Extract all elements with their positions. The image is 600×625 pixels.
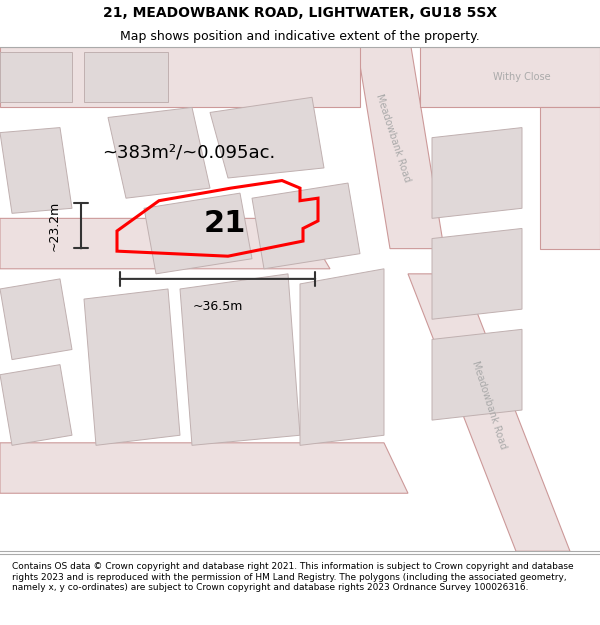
Polygon shape [432, 127, 522, 218]
Text: Meadowbank Road: Meadowbank Road [470, 359, 508, 451]
Polygon shape [0, 47, 360, 108]
Polygon shape [108, 107, 210, 198]
Polygon shape [408, 274, 570, 551]
Polygon shape [84, 289, 180, 446]
Polygon shape [210, 98, 324, 178]
Text: ~23.2m: ~23.2m [47, 201, 61, 251]
Text: ~36.5m: ~36.5m [193, 300, 242, 313]
Text: Meadowbank Road: Meadowbank Road [374, 92, 412, 183]
Text: ~383m²/~0.095ac.: ~383m²/~0.095ac. [103, 144, 275, 162]
Polygon shape [420, 47, 600, 108]
Text: 21: 21 [204, 209, 246, 238]
Polygon shape [0, 279, 72, 359]
Polygon shape [432, 329, 522, 420]
Text: Contains OS data © Crown copyright and database right 2021. This information is : Contains OS data © Crown copyright and d… [12, 562, 574, 592]
Polygon shape [0, 364, 72, 446]
Polygon shape [432, 229, 522, 319]
Polygon shape [0, 442, 408, 493]
Polygon shape [252, 183, 360, 269]
Text: Map shows position and indicative extent of the property.: Map shows position and indicative extent… [120, 30, 480, 43]
Text: Withy Close: Withy Close [493, 72, 551, 82]
Polygon shape [84, 52, 168, 102]
Text: 21, MEADOWBANK ROAD, LIGHTWATER, GU18 5SX: 21, MEADOWBANK ROAD, LIGHTWATER, GU18 5S… [103, 6, 497, 20]
Polygon shape [540, 107, 600, 249]
Polygon shape [300, 269, 384, 446]
Polygon shape [144, 193, 252, 274]
Polygon shape [0, 218, 330, 269]
Polygon shape [180, 274, 300, 446]
Polygon shape [357, 47, 444, 249]
Polygon shape [0, 52, 72, 102]
Polygon shape [0, 127, 72, 213]
